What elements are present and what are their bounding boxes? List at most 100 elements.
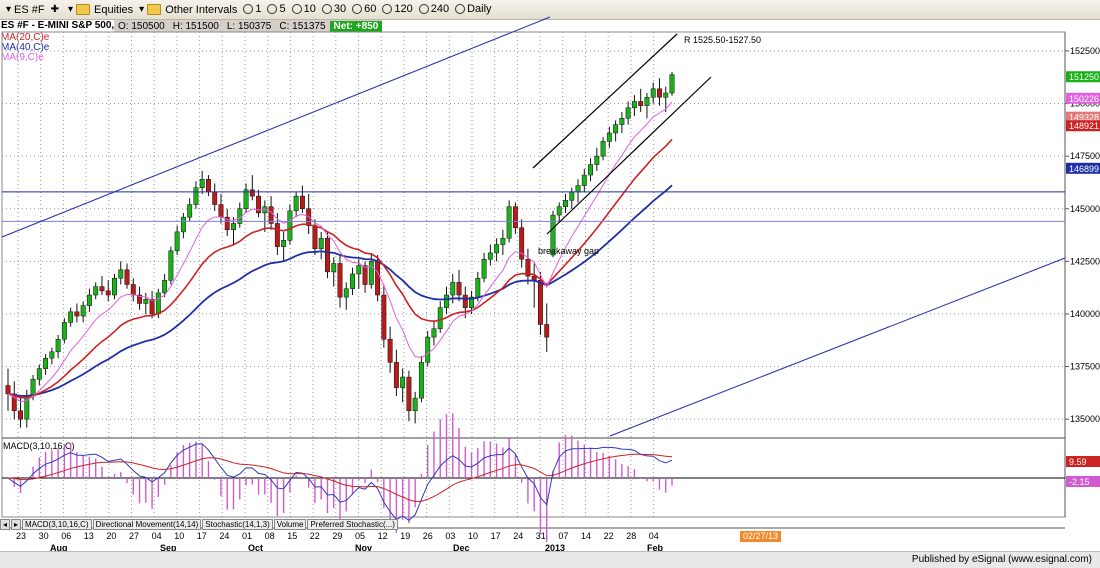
- month-label: Feb: [647, 543, 664, 553]
- candle-body: [86, 294, 92, 306]
- candle-body: [487, 252, 493, 260]
- price-marker-label: 148921: [1069, 121, 1099, 131]
- tab-scroll-left-icon[interactable]: ◂: [0, 519, 10, 530]
- date-tick-label: 08: [265, 531, 275, 541]
- candle-body: [494, 244, 500, 254]
- candle-body: [663, 92, 669, 98]
- price-tick-label: 142500: [1070, 256, 1100, 266]
- ma20-legend: MA(20,C)e: [1, 32, 50, 43]
- ma9-legend: MA(9,C)e: [1, 52, 44, 63]
- clock-icon: [321, 3, 332, 14]
- dropdown-icon: ▾: [6, 3, 12, 15]
- candle-body: [544, 324, 550, 338]
- price-tick-label: 135000: [1070, 414, 1100, 424]
- publisher-note: Published by eSignal (www.esignal.com): [911, 554, 1092, 565]
- candle-body: [174, 231, 180, 252]
- candle-body: [80, 305, 86, 317]
- month-label: 2013: [545, 543, 565, 553]
- study-tab[interactable]: Preferred Stochastic(...): [307, 519, 398, 530]
- candle-body: [375, 261, 381, 296]
- study-tab[interactable]: MACD(3,10,16,C): [22, 519, 92, 530]
- candle-body: [368, 261, 374, 285]
- other-intervals-button[interactable]: ▾ Other Intervals: [139, 4, 237, 16]
- study-tab[interactable]: Volume: [273, 519, 307, 530]
- low-value: L: 150375: [226, 20, 272, 32]
- interval-daily[interactable]: Daily: [455, 3, 492, 15]
- candle-body: [619, 118, 625, 125]
- long-trendline-2: [609, 257, 1066, 437]
- candle-body: [575, 185, 581, 193]
- candle-body: [506, 206, 512, 239]
- interval-label: 60: [364, 2, 377, 15]
- date-tick-label: 07: [558, 531, 568, 541]
- price-tick-label: 137500: [1070, 362, 1100, 372]
- candle-body: [519, 227, 525, 260]
- study-tab[interactable]: Stochastic(14,1,3): [202, 519, 273, 530]
- interval-60[interactable]: 60: [352, 3, 376, 15]
- candle-body: [350, 273, 355, 289]
- candle-body: [625, 107, 631, 119]
- date-tick-label: 01: [242, 531, 252, 541]
- candle-body: [406, 376, 412, 412]
- dropdown-icon: ▾: [139, 3, 145, 15]
- date-tick-label: 04: [152, 531, 162, 541]
- price-tick-label: 145000: [1070, 204, 1100, 214]
- ma40-line: [7, 184, 673, 397]
- candle-body: [512, 206, 518, 228]
- macd-label: MACD(3,10,16,C): [3, 441, 75, 451]
- interval-30[interactable]: 30: [321, 2, 347, 15]
- date-tick-label: 13: [84, 531, 94, 541]
- candle-body: [450, 282, 456, 296]
- clock-icon: [352, 3, 363, 14]
- study-tab[interactable]: Directional Movement(14,14): [92, 519, 202, 530]
- interval-240[interactable]: 240: [418, 3, 449, 15]
- candle-body: [550, 214, 556, 256]
- gap-annotation: breakaway gap: [538, 246, 599, 256]
- candle-body: [206, 179, 211, 193]
- price-tick-label: 140000: [1070, 309, 1100, 319]
- interval-label: 30: [333, 2, 347, 15]
- candle-body: [137, 294, 142, 304]
- interval-1[interactable]: 1: [243, 3, 261, 15]
- ma20-line: [7, 138, 673, 399]
- add-button[interactable]: ✚: [51, 4, 62, 15]
- clock-icon: [418, 3, 429, 14]
- high-value: H: 151500: [172, 20, 219, 32]
- candle-body: [325, 237, 330, 273]
- candle-body: [74, 311, 80, 317]
- date-tick-label: 30: [39, 531, 49, 541]
- candle-body: [293, 195, 299, 212]
- interval-10[interactable]: 10: [291, 3, 316, 15]
- price-marker: [1066, 120, 1100, 132]
- candle-body: [500, 237, 506, 245]
- candle-body: [638, 101, 644, 106]
- date-tick-label: 28: [626, 531, 636, 541]
- equities-button[interactable]: ▾ Equities: [68, 4, 133, 16]
- candle-body: [556, 206, 562, 216]
- candle-body: [105, 290, 111, 296]
- toolbar: ▾ ES #F ✚ ▾ Equities ▾ Other Intervals 1 5 10…: [0, 0, 1100, 20]
- crosshair-date: 02/27/13: [740, 531, 782, 542]
- candle-body: [657, 88, 662, 98]
- candle-body: [462, 294, 468, 308]
- symbol-input[interactable]: ▾ ES #F: [6, 4, 45, 16]
- candle-body: [231, 223, 236, 231]
- candle-body: [274, 223, 280, 247]
- date-tick-label: 24: [513, 531, 523, 541]
- date-tick-label: 26: [423, 531, 433, 541]
- candle-body: [68, 311, 74, 323]
- study-tabs: ◂ ▸ MACD(3,10,16,C) Directional Movement(14…: [0, 519, 399, 530]
- candle-body: [425, 336, 431, 363]
- candle-body: [287, 210, 293, 241]
- tab-scroll-right-icon[interactable]: ▸: [11, 519, 21, 530]
- month-label: Aug: [50, 543, 68, 553]
- interval-120[interactable]: 120: [382, 3, 413, 15]
- candle-body: [118, 269, 124, 279]
- candle-body: [531, 275, 537, 281]
- date-tick-label: 10: [174, 531, 184, 541]
- candle-body: [5, 385, 11, 395]
- candle-body: [212, 191, 218, 205]
- candle-body: [594, 155, 600, 165]
- interval-5[interactable]: 5: [267, 3, 286, 15]
